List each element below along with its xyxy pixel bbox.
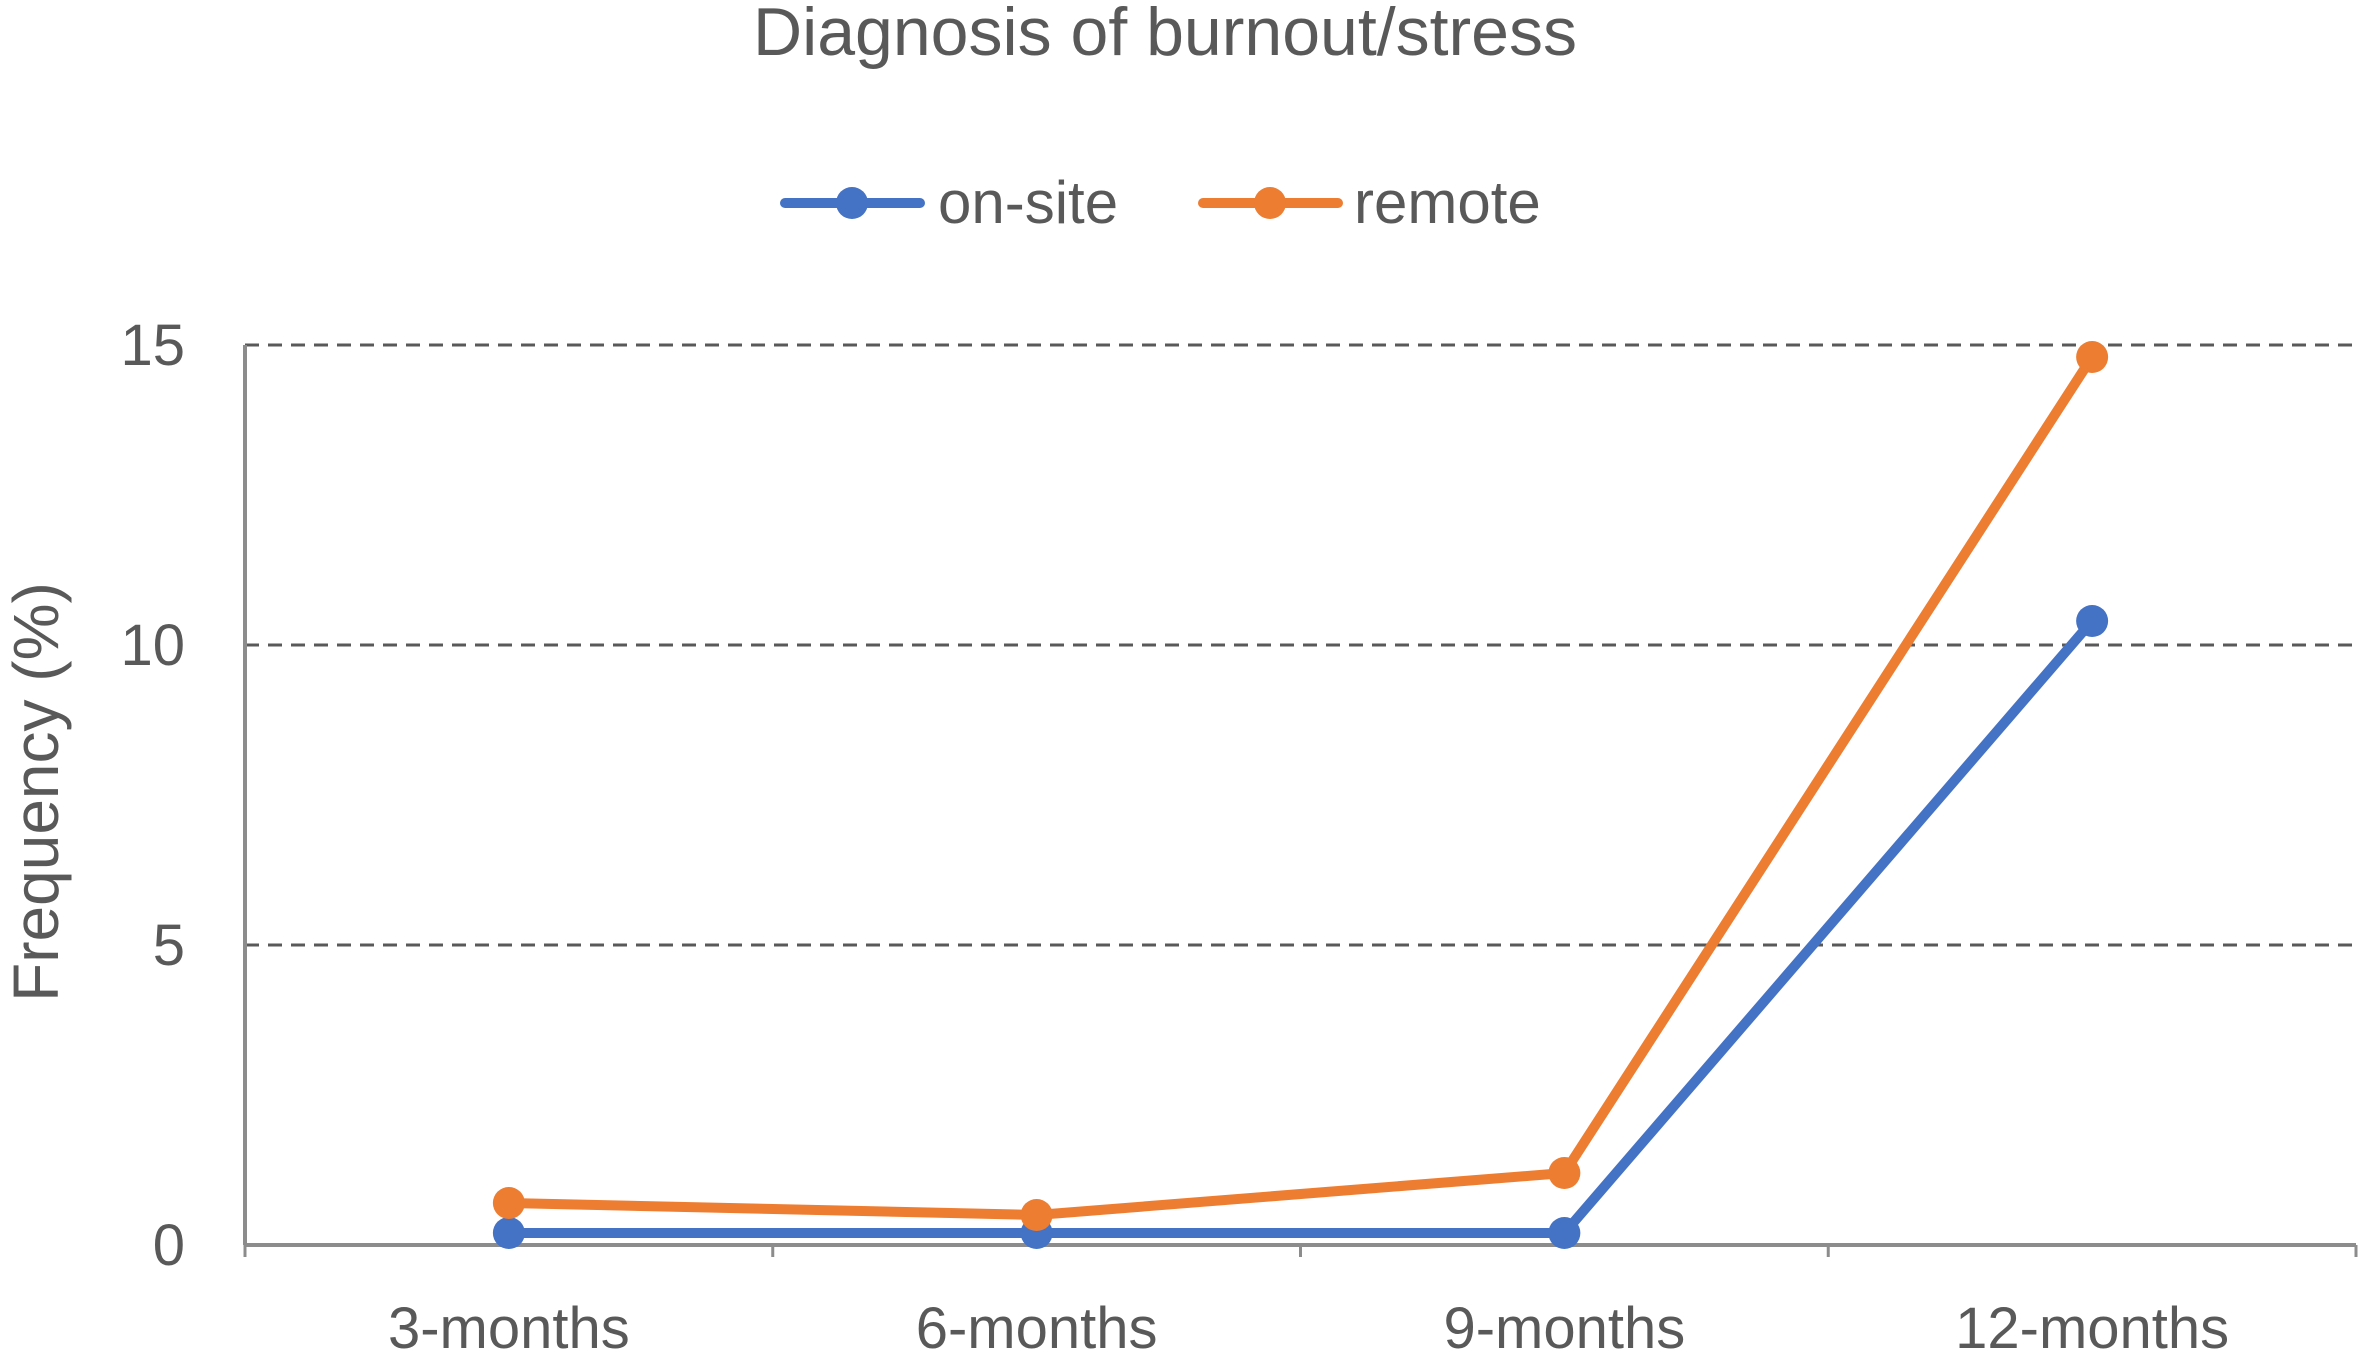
y-tick-label: 5: [153, 913, 185, 978]
legend-entry-remote: remote: [1198, 169, 1541, 236]
x-tick-label: 12-months: [1955, 1296, 2229, 1361]
y-tick-label: 10: [120, 613, 185, 678]
chart-title: Diagnosis of burnout/stress: [753, 0, 1577, 70]
data-point-on-site: [2076, 605, 2109, 637]
y-tick-label: 15: [120, 313, 185, 378]
x-tick-label: 6-months: [916, 1296, 1158, 1361]
y-axis-title: Frequency (%): [0, 582, 72, 1002]
y-tick-label: 0: [153, 1213, 185, 1278]
series-lines: [492, 341, 2109, 1249]
x-tick-label: 3-months: [388, 1296, 630, 1361]
data-point-remote: [492, 1187, 525, 1219]
legend-label-remote: remote: [1354, 169, 1541, 236]
data-point-remote: [1020, 1199, 1053, 1231]
legend-marker-on-site: [836, 187, 868, 219]
axes: 0 5 10 15 3-months 6-months 9-months 12-months: [120, 313, 2358, 1361]
data-point-on-site: [1548, 1217, 1581, 1249]
legend-entry-on-site: on-site: [780, 169, 1118, 236]
x-tick-label: 9-months: [1443, 1296, 1685, 1361]
legend-marker-remote: [1254, 187, 1286, 219]
series-line-remote: [503, 352, 2098, 1220]
data-point-remote: [2076, 341, 2109, 373]
series-remote: [492, 341, 2109, 1231]
gridlines: [245, 343, 2356, 947]
legend: on-site remote: [780, 169, 1541, 236]
legend-label-on-site: on-site: [938, 169, 1118, 236]
series-line-on-site: [503, 616, 2098, 1238]
data-point-remote: [1548, 1157, 1581, 1189]
data-point-on-site: [492, 1217, 525, 1249]
